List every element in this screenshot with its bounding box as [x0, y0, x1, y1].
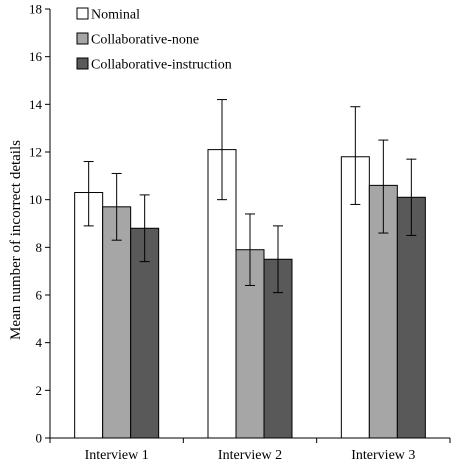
y-tick-label: 0 — [36, 431, 43, 446]
y-tick-label: 8 — [36, 240, 43, 255]
y-axis-label: Mean number of incorrect details — [8, 140, 24, 340]
y-tick-label: 4 — [36, 335, 43, 350]
y-tick-label: 10 — [29, 192, 42, 207]
bar — [102, 206, 132, 439]
bar — [74, 192, 104, 439]
y-tick-label: 2 — [36, 383, 43, 398]
y-tick-label: 18 — [29, 2, 42, 17]
legend-label: Collaborative-none — [91, 33, 199, 48]
legend-swatch — [76, 57, 89, 70]
legend: Nominal Collaborative-none Collaborative-i… — [76, 7, 232, 73]
bar — [396, 196, 426, 439]
x-tick-label: Interview 3 — [351, 448, 415, 463]
legend-swatch — [76, 32, 89, 45]
axes: 0 2 4 6 8 10 12 14 16 18 Interview 1 Interview 2 Int… — [29, 2, 451, 463]
y-tick-label: 6 — [36, 288, 43, 303]
legend-label: Collaborative-instruction — [91, 58, 232, 73]
legend-swatch — [76, 7, 89, 20]
y-tick-label: 14 — [29, 97, 43, 112]
bars — [74, 149, 426, 439]
legend-label: Nominal — [91, 8, 140, 23]
x-tick-label: Interview 2 — [218, 448, 282, 463]
y-tick-label: 16 — [29, 49, 43, 64]
error-bars — [83, 99, 417, 294]
y-tick-label: 12 — [29, 145, 42, 160]
bar — [130, 227, 160, 439]
x-tick-label: Interview 1 — [85, 448, 149, 463]
